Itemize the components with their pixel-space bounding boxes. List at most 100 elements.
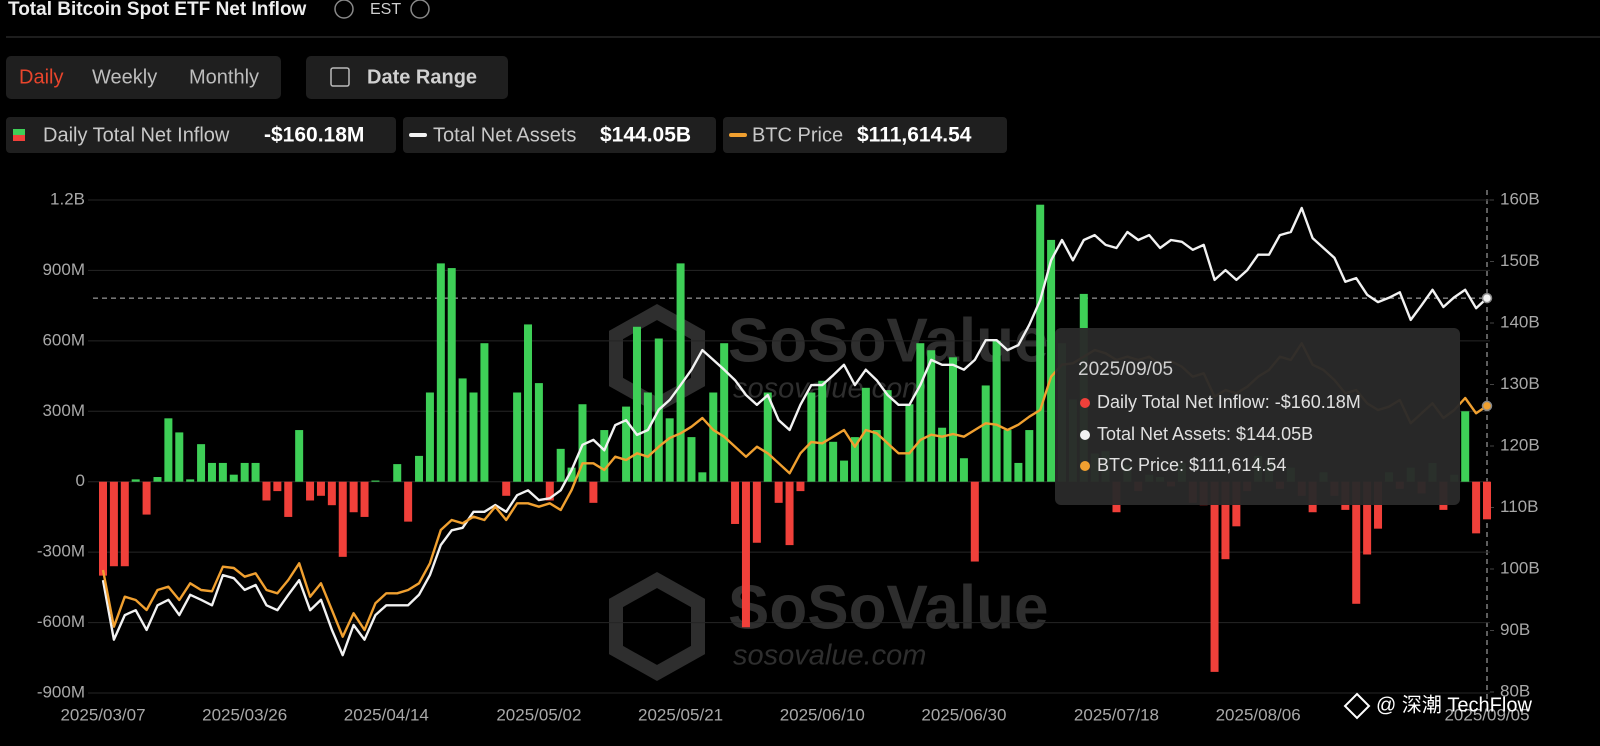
bar (981, 385, 990, 482)
x-tick-label: 2025/07/18 (1074, 705, 1159, 724)
bar (1374, 481, 1383, 529)
bar (251, 462, 260, 482)
legend-chip (6, 117, 396, 153)
date-range-label[interactable]: Date Range (367, 66, 477, 88)
bar (992, 340, 1001, 482)
bar (959, 458, 968, 482)
bar (1483, 481, 1491, 520)
bar (447, 268, 456, 482)
bar (306, 481, 315, 501)
legend-label: Daily Total Net Inflow (43, 124, 230, 146)
tab-group (6, 56, 281, 99)
bar (1472, 481, 1481, 534)
bar (905, 404, 914, 482)
legend-chip (403, 117, 716, 153)
y2-tick-label: 140B (1500, 312, 1540, 331)
y-tick-label: -300M (37, 542, 85, 561)
y2-tick-label: 90B (1500, 620, 1530, 639)
bar (1461, 411, 1470, 482)
y2-tick-label: 100B (1500, 558, 1540, 577)
watermark-brand: SoSoValue (728, 573, 1048, 642)
bar (807, 392, 816, 482)
x-tick-label: 2025/05/02 (496, 705, 581, 724)
bar (872, 430, 881, 482)
y-tick-label: -600M (37, 612, 85, 631)
bar (545, 481, 554, 501)
y2-tick-label: 150B (1500, 251, 1540, 270)
bar (218, 462, 227, 482)
x-tick-label: 2025/03/26 (202, 705, 287, 724)
tab-weekly[interactable]: Weekly (92, 66, 157, 88)
tab-daily[interactable]: Daily (19, 66, 63, 88)
legend-icon (13, 129, 25, 135)
bar (262, 481, 271, 501)
tooltip-box (1055, 328, 1460, 505)
bar (774, 481, 783, 503)
watermark-site: sosovalue.com (733, 640, 926, 672)
y2-tick-label: 120B (1500, 435, 1540, 454)
bar (763, 392, 772, 482)
tooltip-dot (1080, 430, 1090, 440)
bar (273, 481, 282, 492)
bar (927, 350, 936, 482)
date-range-button[interactable] (306, 56, 508, 99)
legend-value: $144.05B (600, 124, 691, 147)
bar (567, 467, 576, 482)
bar (175, 432, 184, 482)
y2-tick-label: 130B (1500, 374, 1540, 393)
bar (622, 406, 631, 482)
bar (741, 481, 750, 628)
bar (970, 481, 979, 562)
legend-chip (723, 117, 1007, 153)
x-tick-label: 2025/09/05 (1444, 705, 1529, 724)
bar (480, 343, 489, 482)
bar (371, 480, 380, 482)
bar (1025, 430, 1034, 482)
tooltip-row: BTC Price: $111,614.54 (1097, 455, 1286, 475)
bar (840, 460, 849, 482)
bar (938, 427, 947, 482)
bar (1003, 430, 1012, 482)
bar (589, 481, 598, 503)
bar (458, 378, 467, 482)
x-tick-label: 2025/05/21 (638, 705, 723, 724)
line (101, 206, 1488, 657)
bar (600, 430, 609, 482)
y2-tick-label: 80B (1500, 681, 1530, 700)
bar (861, 387, 870, 482)
bar (916, 343, 925, 482)
bar (415, 455, 424, 482)
info-icon[interactable] (334, 0, 354, 19)
tooltip: 2025/09/05 Daily Total Net Inflow: -$160… (1055, 328, 1460, 505)
watermark-logo (609, 571, 705, 682)
bar (425, 392, 434, 482)
end-dot (1481, 292, 1493, 304)
legend-label: Total Net Assets (433, 124, 576, 146)
info-icon[interactable] (410, 0, 430, 19)
bar (131, 479, 140, 482)
x-tick-label: 2025/06/30 (921, 705, 1006, 724)
bar (109, 481, 118, 567)
x-tick-label: 2025/04/14 (344, 705, 429, 724)
bar (818, 380, 827, 482)
legend-icon (13, 135, 25, 141)
bar (524, 324, 533, 482)
x-tick-label: 2025/06/10 (780, 705, 865, 724)
bar (197, 444, 206, 482)
x-tick-label: 2025/03/07 (60, 705, 145, 724)
tab-monthly[interactable]: Monthly (189, 66, 259, 88)
y-tick-label: 0 (76, 471, 85, 490)
x-tick-label: 2025/08/06 (1216, 705, 1301, 724)
bar (404, 481, 413, 522)
bar (698, 472, 707, 482)
bar (316, 481, 325, 496)
y-tick-label: 300M (42, 401, 85, 420)
bar (829, 441, 838, 482)
bar (720, 343, 729, 482)
y2-tick-label: 110B (1500, 497, 1538, 516)
bar (534, 383, 543, 482)
bar (665, 418, 674, 482)
bar (284, 481, 293, 517)
bar (513, 392, 522, 482)
